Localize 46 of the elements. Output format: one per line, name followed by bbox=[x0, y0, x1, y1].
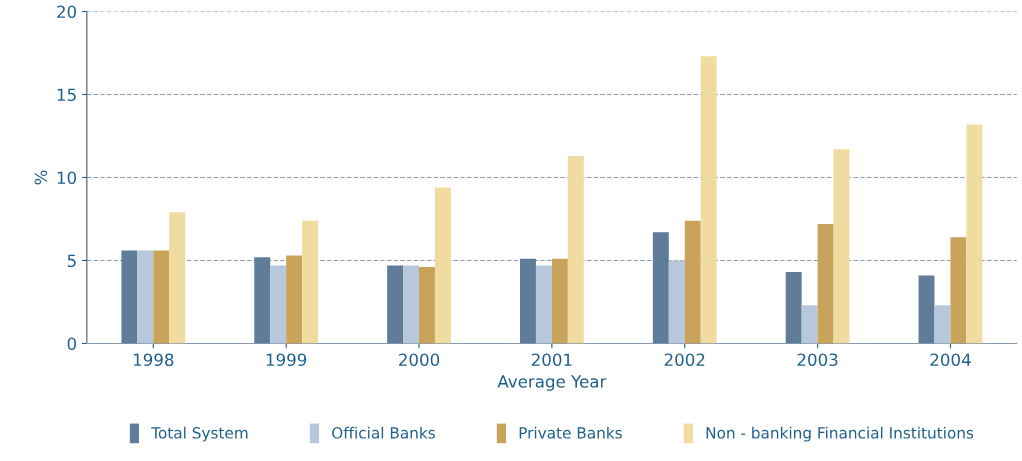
x-tick-label: 2004 bbox=[930, 353, 971, 367]
y-tick-label: 15 bbox=[57, 88, 76, 102]
bar bbox=[652, 232, 669, 344]
x-tick-label: 2000 bbox=[399, 353, 440, 367]
bar bbox=[419, 267, 435, 344]
bar bbox=[286, 255, 303, 344]
bar bbox=[801, 305, 818, 344]
bar bbox=[950, 237, 967, 344]
bar bbox=[153, 250, 170, 344]
legend-label: Non - banking Financial Institutions bbox=[706, 426, 974, 442]
y-tick-label: 10 bbox=[57, 171, 77, 185]
bar bbox=[302, 220, 319, 344]
bar bbox=[535, 265, 552, 344]
legend-label: Total System bbox=[151, 426, 248, 442]
x-tick-label: 1999 bbox=[266, 353, 307, 367]
bar bbox=[966, 124, 983, 344]
bar bbox=[567, 155, 584, 344]
bar bbox=[551, 258, 568, 344]
x-axis-title: Average Year bbox=[497, 375, 607, 391]
x-tick-label: 1998 bbox=[133, 353, 174, 367]
y-axis-title: % bbox=[34, 170, 48, 185]
y-tick-label: 5 bbox=[67, 254, 76, 268]
bar bbox=[918, 275, 935, 344]
bar bbox=[387, 265, 404, 344]
bar bbox=[833, 149, 850, 344]
bar bbox=[817, 223, 834, 344]
bar bbox=[169, 212, 186, 344]
bar bbox=[137, 250, 154, 344]
bar bbox=[403, 265, 420, 344]
y-tick-label: 20 bbox=[57, 5, 77, 19]
x-tick-label: 2002 bbox=[664, 353, 705, 367]
bar bbox=[934, 305, 951, 344]
bar bbox=[700, 56, 717, 344]
bar bbox=[254, 257, 271, 344]
legend-label: Official Banks bbox=[332, 426, 435, 439]
x-tick-label: 2003 bbox=[797, 353, 838, 367]
legend-label: Private Banks bbox=[519, 426, 622, 439]
bar bbox=[270, 265, 287, 344]
bar bbox=[684, 220, 701, 344]
x-tick-label: 2001 bbox=[531, 353, 572, 367]
y-tick-label: 0 bbox=[67, 337, 77, 351]
bar bbox=[121, 250, 138, 344]
bar bbox=[519, 258, 536, 344]
bar bbox=[434, 187, 451, 344]
bar bbox=[785, 272, 802, 344]
bar bbox=[668, 260, 685, 344]
